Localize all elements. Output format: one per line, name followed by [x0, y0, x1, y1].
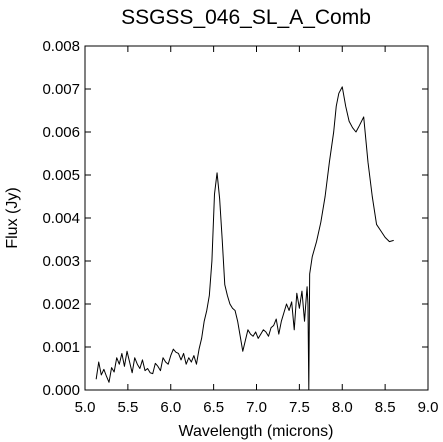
y-tick-label: 0.005 — [42, 167, 80, 184]
series-layer — [95, 86, 394, 391]
x-axis-label: Wavelength (microns) — [178, 423, 333, 440]
x-tick-label: 5.0 — [75, 399, 96, 416]
x-tick-label: 5.5 — [117, 399, 138, 416]
x-tick-label: 6.5 — [203, 399, 224, 416]
y-tick-label: 0.001 — [42, 339, 80, 356]
spectrum-line — [95, 86, 394, 391]
x-tick-label: 8.0 — [332, 399, 353, 416]
y-tick-label: 0.003 — [42, 253, 80, 270]
y-tick-label: 0.004 — [42, 210, 80, 227]
y-tick-label: 0.007 — [42, 81, 80, 98]
y-tick-label: 0.000 — [42, 382, 80, 399]
x-tick-label: 9.0 — [418, 399, 439, 416]
y-axis: 0.000 0.001 0.002 0.003 0.004 0.005 0.006 0.007… — [42, 38, 428, 399]
x-axis: 5.0 5.5 6.0 6.5 7.0 7.5 8.0 8.5 9.0 — [75, 46, 439, 416]
y-tick-label: 0.008 — [42, 38, 80, 55]
x-tick-label: 8.5 — [375, 399, 396, 416]
x-tick-label: 7.5 — [289, 399, 310, 416]
x-tick-label: 6.0 — [160, 399, 181, 416]
y-axis-label: Flux (Jy) — [4, 187, 21, 248]
y-tick-label: 0.002 — [42, 296, 80, 313]
chart-title: SSGSS_046_SL_A_Comb — [121, 6, 371, 29]
y-tick-label: 0.006 — [42, 124, 80, 141]
x-tick-label: 7.0 — [246, 399, 267, 416]
plot-frame — [84, 45, 429, 391]
